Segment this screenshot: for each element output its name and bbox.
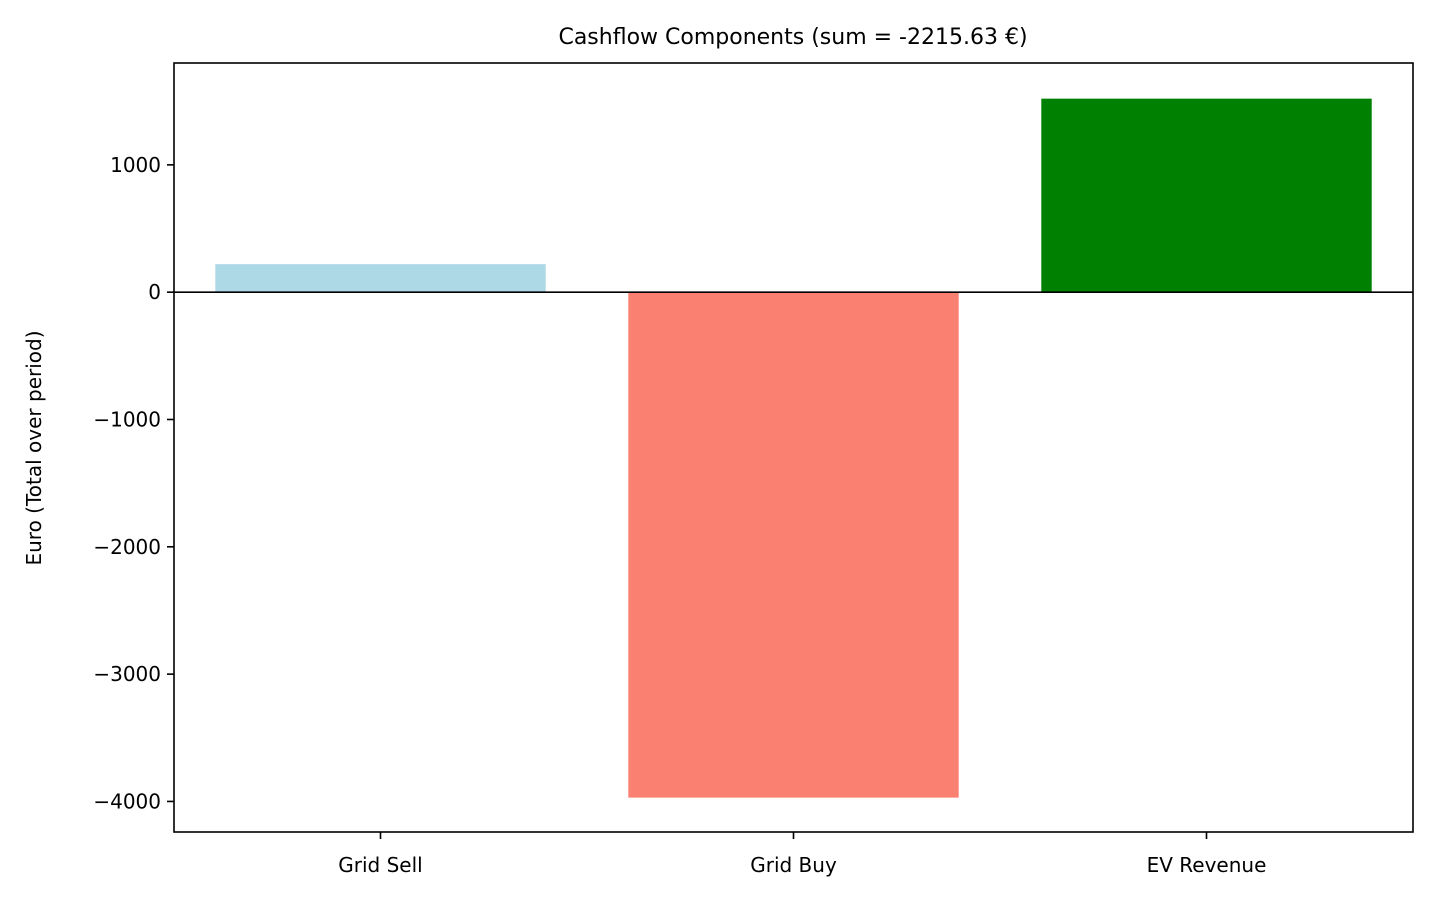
- bar-grid-sell: [215, 264, 546, 293]
- y-tick-label: 0: [148, 280, 161, 304]
- y-tick-label: −3000: [93, 662, 161, 686]
- bar-ev-revenue: [1041, 98, 1372, 293]
- x-tick-label: Grid Buy: [750, 853, 837, 877]
- y-tick-label: −2000: [93, 535, 161, 559]
- chart-title: Cashflow Components (sum = -2215.63 €): [558, 25, 1027, 50]
- y-tick-label: −4000: [93, 789, 161, 813]
- bar-grid-buy: [628, 292, 959, 798]
- x-tick-label: EV Revenue: [1147, 853, 1267, 877]
- plot-area: −4000 −3000 −2000 −1000 0 1000 Grid Sell Grid B…: [93, 62, 1414, 877]
- x-tick-label: Grid Sell: [338, 853, 422, 877]
- y-tick-label: 1000: [110, 153, 161, 177]
- y-tick-label: −1000: [93, 407, 161, 431]
- y-axis-label: Euro (Total over period): [22, 330, 46, 565]
